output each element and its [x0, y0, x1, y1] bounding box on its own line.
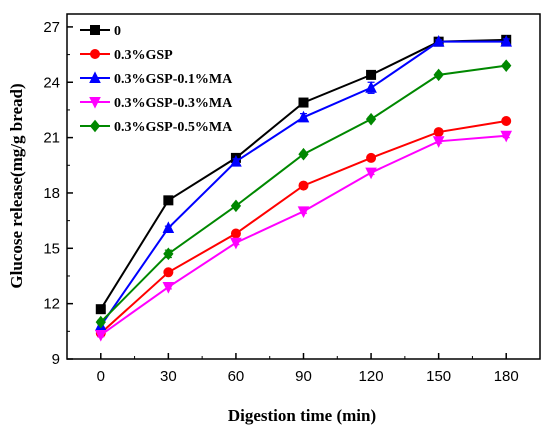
series-2	[94, 35, 513, 331]
data-point	[162, 221, 175, 234]
legend: 0 0.3%GSP 0.3%GSP-0.1%MA 0.3%GSP-0.3%MA 0.3%…	[80, 24, 233, 135]
data-point	[163, 195, 174, 206]
legend-label: 0.3%GSP-0.5%MA	[114, 120, 233, 135]
data-point	[230, 237, 242, 250]
data-point	[298, 147, 309, 161]
x-axis-title: Digestion time (min)	[228, 406, 376, 425]
data-point	[432, 136, 445, 148]
data-point	[297, 110, 310, 123]
y-axis: 9 12 15 18 21 24 27	[43, 19, 73, 368]
legend-item: 0.3%GSP-0.5%MA	[80, 119, 233, 135]
legend-marker	[90, 49, 100, 59]
series-line	[100, 134, 507, 336]
legend-label: 0	[114, 24, 121, 39]
data-point	[366, 69, 377, 80]
x-tick-label: 30	[160, 368, 177, 385]
legend-item: 0.3%GSP-0.1%MA	[80, 71, 233, 87]
x-tick-label: 60	[228, 368, 245, 385]
data-point	[297, 206, 310, 219]
x-tick-label: 90	[295, 368, 312, 385]
data-point	[500, 35, 513, 47]
data-point	[298, 180, 309, 191]
legend-marker	[90, 25, 100, 35]
data-point	[501, 116, 512, 127]
legend-label: 0.3%GSP-0.3%MA	[114, 96, 233, 111]
data-point	[163, 247, 174, 261]
data-point	[163, 267, 174, 278]
y-tick-label: 27	[43, 19, 60, 36]
series-4	[95, 59, 512, 329]
x-tick-label: 120	[359, 368, 384, 385]
data-point	[501, 59, 512, 72]
data-point	[298, 97, 309, 108]
data-point	[365, 167, 377, 180]
data-point	[432, 35, 445, 47]
x-tick-label: 0	[97, 368, 105, 385]
data-point	[433, 127, 444, 138]
x-tick-label: 180	[494, 368, 519, 385]
data-point	[94, 330, 107, 342]
data-point	[230, 154, 242, 167]
legend-marker	[89, 97, 101, 109]
series-layer	[94, 34, 513, 342]
data-point	[95, 315, 106, 329]
y-tick-label: 12	[43, 296, 60, 313]
y-tick-label: 24	[43, 74, 60, 91]
data-point	[366, 152, 377, 163]
x-axis: 0 30 60 90 120 150 180	[97, 353, 519, 385]
legend-label: 0.3%GSP-0.1%MA	[114, 72, 233, 87]
series-3	[94, 130, 513, 342]
data-point	[365, 81, 377, 93]
y-tick-label: 15	[43, 240, 60, 257]
legend-item: 0.3%GSP	[80, 48, 173, 63]
legend-item: 0.3%GSP-0.3%MA	[80, 96, 233, 111]
data-point	[162, 282, 175, 294]
x-tick-label: 150	[426, 368, 451, 385]
y-tick-label: 18	[43, 185, 60, 202]
data-point	[230, 199, 242, 213]
legend-label: 0.3%GSP	[114, 48, 173, 63]
y-axis-title: Glucose release(mg/g bread)	[7, 83, 26, 288]
data-point	[365, 112, 377, 126]
data-point	[95, 304, 106, 315]
data-point	[230, 228, 241, 239]
legend-item: 0	[80, 24, 121, 39]
y-tick-label: 21	[43, 130, 60, 147]
legend-marker	[89, 119, 101, 133]
legend-marker	[89, 71, 101, 83]
y-tick-label: 9	[52, 351, 60, 368]
data-point	[500, 130, 513, 143]
data-point	[433, 68, 444, 82]
